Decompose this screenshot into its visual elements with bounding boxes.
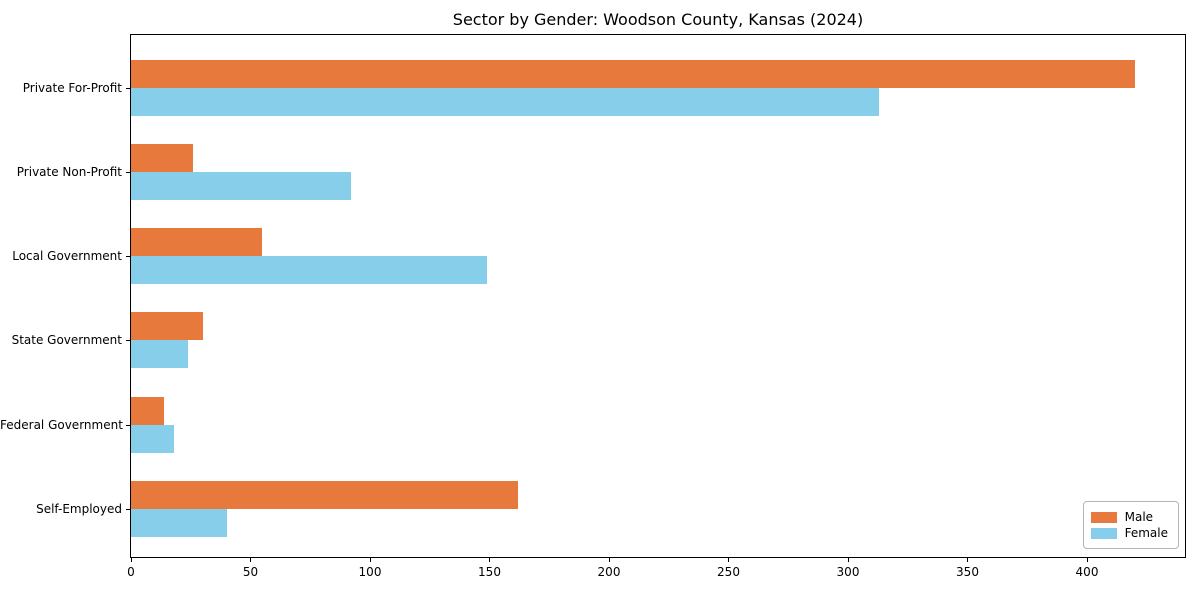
x-tick-mark bbox=[608, 558, 610, 562]
legend-row-male: Male bbox=[1090, 510, 1168, 524]
female-bar bbox=[131, 340, 189, 369]
chart-title: Sector by Gender: Woodson County, Kansas… bbox=[452, 10, 864, 29]
legend-label-female: Female bbox=[1124, 526, 1168, 540]
female-series-swatch bbox=[1090, 527, 1117, 539]
x-tick-mark bbox=[369, 558, 371, 562]
male-bar bbox=[131, 312, 203, 341]
y-tick-mark bbox=[126, 87, 130, 89]
x-tick-label: 50 bbox=[242, 565, 259, 579]
female-bar bbox=[131, 509, 227, 538]
x-tick-mark bbox=[728, 558, 729, 562]
female-bar bbox=[131, 87, 880, 116]
female-bar bbox=[131, 424, 175, 453]
y-tick-mark bbox=[126, 171, 130, 173]
x-tick-label: 400 bbox=[1075, 565, 1099, 579]
y-tick-mark bbox=[126, 424, 130, 426]
y-axis-labels: Private For-Profit Private Non-Profit Loca… bbox=[0, 35, 123, 557]
y-tick-mark bbox=[126, 509, 130, 511]
y-tick-mark bbox=[126, 340, 130, 342]
x-tick-label: 0 bbox=[127, 565, 135, 579]
x-tick-mark bbox=[967, 558, 968, 562]
category-label: Local Government bbox=[12, 249, 122, 264]
x-tick-label: 100 bbox=[358, 565, 382, 579]
plot-area bbox=[126, 34, 1186, 558]
x-tick-mark bbox=[1086, 558, 1088, 562]
category-label: Private For-Profit bbox=[22, 80, 122, 95]
x-tick-label: 350 bbox=[956, 565, 979, 579]
male-bar bbox=[131, 59, 1135, 88]
male-series-swatch bbox=[1090, 511, 1117, 523]
female-bar bbox=[131, 256, 488, 285]
x-tick-mark bbox=[250, 558, 251, 562]
male-bar bbox=[131, 481, 519, 510]
y-tick-mark bbox=[126, 256, 130, 258]
legend-label-male: Male bbox=[1124, 510, 1154, 524]
category-label: Private Non-Profit bbox=[16, 164, 122, 179]
male-bar bbox=[131, 143, 194, 172]
x-tick-label: 300 bbox=[836, 565, 860, 579]
x-tick-mark bbox=[489, 558, 490, 562]
x-tick-label: 150 bbox=[478, 565, 501, 579]
x-tick-label: 250 bbox=[717, 565, 740, 579]
male-bar bbox=[131, 228, 263, 257]
legend: Male Female bbox=[1082, 501, 1179, 549]
category-label: State Government bbox=[11, 333, 122, 348]
category-label: Federal Government bbox=[0, 417, 123, 432]
female-bar bbox=[131, 171, 351, 200]
x-tick-label: 200 bbox=[597, 565, 621, 579]
category-label: Self-Employed bbox=[36, 502, 122, 517]
x-tick-mark bbox=[847, 558, 849, 562]
x-axis-ticks: 0 50 100 150 200 250 300 350 400 bbox=[127, 558, 1185, 588]
legend-row-female: Female bbox=[1090, 526, 1168, 540]
x-tick-mark bbox=[130, 558, 132, 562]
male-bar bbox=[131, 396, 165, 425]
